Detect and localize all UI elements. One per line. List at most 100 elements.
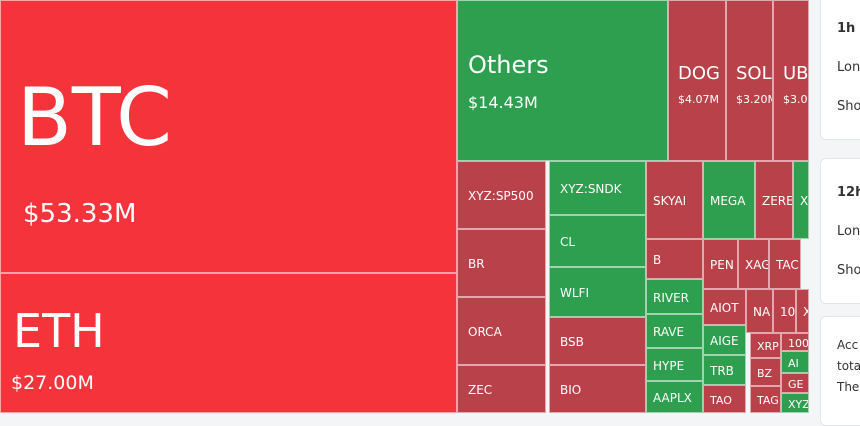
tile[interactable]: CL [549, 215, 646, 267]
tile-label: XYZ:SNDK [560, 182, 622, 196]
tile[interactable]: TRB [703, 355, 746, 385]
tile-label: TAG [757, 394, 779, 407]
tile-label: XAG [745, 258, 769, 272]
tile-label: RAVE [653, 325, 685, 339]
tile-label: TAO [710, 393, 732, 407]
card-line: 1h [837, 21, 856, 36]
tile[interactable]: RAVE [646, 314, 703, 348]
card-line: Acc [837, 338, 859, 352]
tile-label: HYPE [653, 358, 685, 373]
tile[interactable]: AI [781, 351, 809, 373]
card-line: Lon [837, 60, 860, 75]
tile-label: GE [788, 377, 804, 391]
tile-label: ETH [13, 304, 105, 358]
tile[interactable]: AIGE [703, 325, 746, 355]
tile-label: XYZ [788, 397, 809, 411]
tile[interactable]: ZERE [755, 161, 793, 239]
tile[interactable]: TAG [750, 386, 781, 413]
tile-label: XYZ:SP500 [468, 189, 534, 203]
tile-label: BTC [17, 71, 172, 164]
tile-label: BR [468, 257, 485, 271]
tile[interactable]: X [796, 289, 809, 333]
card: 1h Lon Sho [820, 0, 860, 140]
tile[interactable]: ETH $27.00M [0, 273, 457, 413]
card-line: The [837, 380, 860, 394]
tile[interactable]: UB $3.04 [773, 0, 809, 161]
card-line: Sho [837, 263, 860, 278]
tile-label: BIO [560, 383, 582, 397]
tile[interactable]: 10 [773, 289, 796, 333]
tile-label: X [800, 194, 809, 208]
tile-label: Others [468, 51, 549, 79]
tile-label: RIVER [653, 290, 690, 305]
tile-value: $53.33M [23, 199, 137, 229]
tile-label: X [803, 305, 808, 319]
tile[interactable]: WLFI [549, 267, 646, 317]
tile-value: $27.00M [11, 372, 94, 394]
tile[interactable]: XYZ:SNDK [549, 161, 646, 215]
tile-label: PEN [710, 258, 734, 272]
tile-label: DOG [678, 63, 720, 84]
tile[interactable]: BR [457, 229, 546, 297]
tile-label: CL [560, 235, 576, 249]
tile-value: $3.20M [736, 93, 773, 106]
tile[interactable]: B [646, 239, 703, 279]
tile[interactable]: NA [746, 289, 773, 333]
tile[interactable]: BIO [549, 365, 646, 413]
tile-label: UB [783, 63, 809, 84]
card: Acc tota The [820, 316, 860, 426]
tile[interactable]: SOL $3.20M [726, 0, 773, 161]
tile-label: 10 [780, 305, 796, 319]
tile[interactable]: BSB [549, 317, 646, 365]
tile[interactable]: Others $14.43M [457, 0, 668, 161]
tile-label: NA [753, 305, 771, 319]
tile-label: WLFI [560, 286, 589, 300]
tile-value: $3.04 [783, 93, 808, 106]
tile[interactable]: BZ [750, 358, 781, 386]
tile[interactable]: XAG [738, 239, 769, 289]
tile-label: TRB [710, 364, 734, 378]
tile[interactable]: 100 [781, 333, 809, 351]
tile[interactable]: TAC [769, 239, 801, 289]
tile-label: ZEC [468, 383, 493, 397]
tile-label: SOL [736, 63, 772, 84]
tile-label: ZERE [762, 194, 793, 208]
tile[interactable]: PEN [703, 239, 738, 289]
tile[interactable]: X [793, 161, 809, 239]
tile-label: 100 [788, 336, 809, 350]
tile[interactable]: ORCA [457, 297, 546, 365]
tile[interactable]: BTC $53.33M [0, 0, 457, 273]
tile[interactable]: HYPE [646, 348, 703, 381]
tile-value: $14.43M [468, 93, 538, 112]
tile-label: TAC [776, 258, 799, 272]
tile[interactable]: XYZ [781, 393, 809, 413]
tile-label: AI [788, 356, 799, 370]
tile[interactable]: ZEC [457, 365, 546, 413]
tile[interactable]: XYZ:SP500 [457, 161, 546, 229]
tile[interactable]: AIOT [703, 289, 746, 325]
tile-label: B [653, 253, 662, 267]
tile-label: MEGA [710, 194, 746, 208]
tile-label: AIOT [710, 301, 739, 315]
tile[interactable]: XRP [750, 333, 781, 358]
tile[interactable]: GE [781, 373, 809, 393]
tile-label: ORCA [468, 325, 502, 339]
tile-label: SKYAI [653, 194, 687, 208]
tile-label: AIGE [710, 334, 739, 348]
tile[interactable]: SKYAI [646, 161, 703, 239]
tile-label: AAPLX [653, 391, 692, 405]
tile[interactable]: RIVER [646, 279, 703, 314]
card: 12h Lon Sho [820, 158, 860, 304]
tile-label: BZ [757, 366, 773, 380]
tile-value: $4.07M [678, 93, 719, 106]
tile[interactable]: DOG $4.07M [668, 0, 726, 161]
tile[interactable]: MEGA [703, 161, 755, 239]
tile-label: XRP [757, 340, 779, 353]
card-line: Lon [837, 224, 860, 239]
card-line: tota [837, 359, 860, 373]
tile[interactable]: AAPLX [646, 381, 703, 413]
tile[interactable]: TAO [703, 385, 746, 413]
card-line: 12h [837, 185, 860, 200]
card-line: Sho [837, 99, 860, 114]
